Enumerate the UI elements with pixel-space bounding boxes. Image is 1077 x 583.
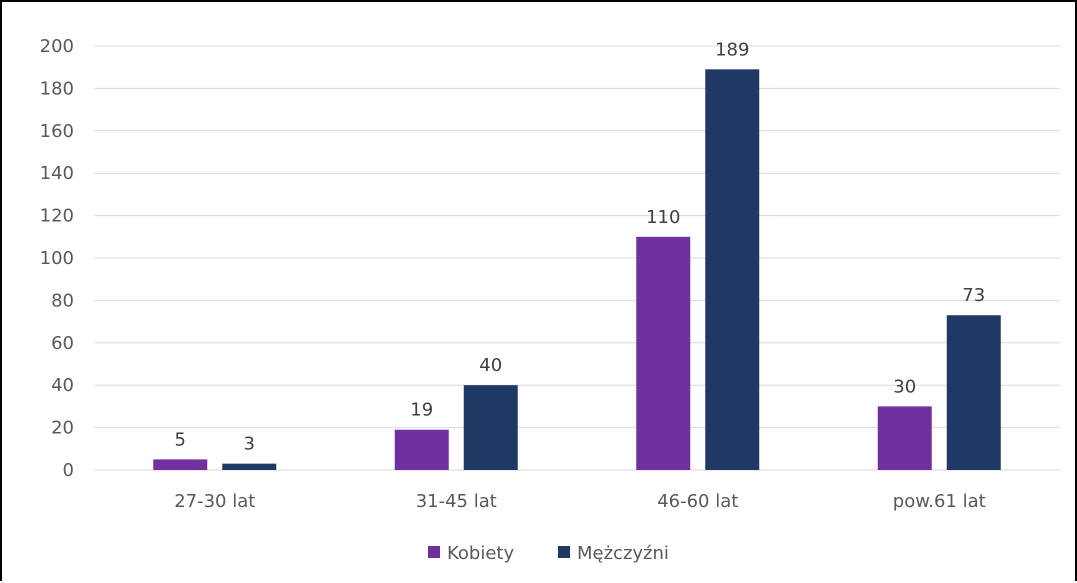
data-label: 30 — [893, 376, 916, 397]
legend-swatch-Kobiety — [428, 546, 440, 558]
y-tick-label: 120 — [40, 206, 74, 227]
y-tick-label: 20 — [51, 418, 74, 439]
y-tick-label: 180 — [40, 78, 74, 99]
bar-Mężczyźni-46-60 lat — [705, 69, 760, 470]
bar-Mężczyźni-27-30 lat — [222, 463, 277, 470]
data-label: 5 — [175, 429, 186, 450]
bar-Mężczyźni-31-45 lat — [463, 385, 518, 470]
bar-Kobiety-31-45 lat — [394, 429, 449, 470]
category-label: 46-60 lat — [657, 491, 738, 512]
bars — [153, 69, 1001, 470]
y-tick-label: 140 — [40, 163, 74, 184]
gridlines — [94, 45, 1060, 471]
data-label: 189 — [715, 39, 749, 60]
data-label: 40 — [479, 355, 502, 376]
legend: Kobiety Mężczyźni — [428, 543, 669, 564]
category-label: pow.61 lat — [893, 491, 986, 512]
y-axis-ticks: 0 20 40 60 80 100 120 140 160 180 200 — [40, 36, 74, 481]
y-tick-label: 40 — [51, 375, 74, 396]
y-tick-label: 200 — [40, 36, 74, 57]
y-tick-label: 160 — [40, 121, 74, 142]
data-label: 73 — [962, 285, 985, 306]
data-labels: 5 3 19 40 110 189 30 73 — [175, 39, 986, 454]
y-tick-label: 60 — [51, 333, 74, 354]
legend-swatch-Mężczyźni — [558, 546, 570, 558]
x-axis-categories: 27-30 lat 31-45 lat 46-60 lat pow.61 lat — [174, 491, 986, 512]
legend-label: Kobiety — [447, 543, 514, 564]
legend-label: Mężczyźni — [577, 543, 669, 564]
data-label: 19 — [410, 400, 433, 421]
bar-Mężczyźni-pow.61 lat — [946, 315, 1001, 470]
y-tick-label: 80 — [51, 290, 74, 311]
data-label: 110 — [646, 207, 680, 228]
data-label: 3 — [244, 434, 255, 455]
y-tick-label: 0 — [63, 460, 74, 481]
category-label: 31-45 lat — [416, 491, 497, 512]
bar-Kobiety-46-60 lat — [636, 236, 691, 470]
bar-Kobiety-pow.61 lat — [877, 406, 932, 470]
y-tick-label: 100 — [40, 248, 74, 269]
bar-Kobiety-27-30 lat — [153, 459, 208, 470]
category-label: 27-30 lat — [174, 491, 255, 512]
